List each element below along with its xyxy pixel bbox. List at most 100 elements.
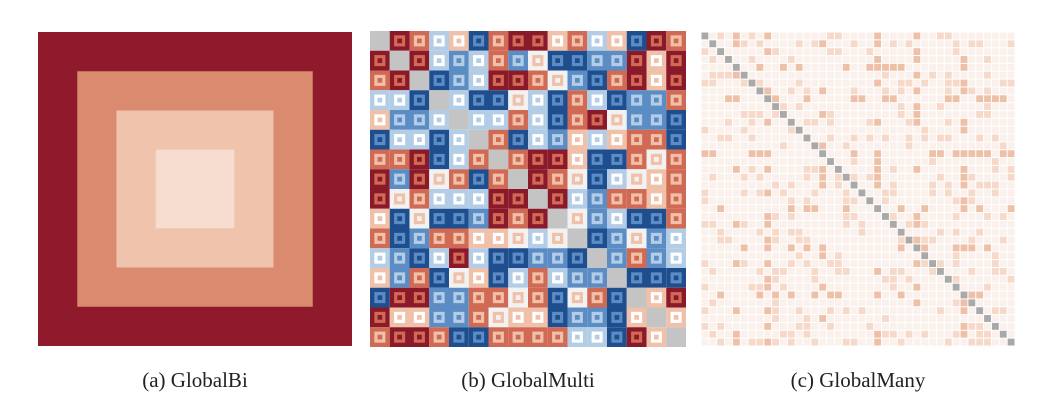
cell <box>811 173 819 181</box>
cell <box>850 40 858 48</box>
cell <box>991 307 999 315</box>
cell <box>795 252 803 260</box>
cell <box>960 244 968 252</box>
cell <box>772 118 779 126</box>
cell <box>850 79 858 87</box>
cell-core <box>397 315 402 320</box>
cell-core <box>417 38 422 44</box>
cell <box>889 197 897 205</box>
cell <box>889 32 897 40</box>
cell <box>717 213 725 220</box>
cell <box>866 252 874 260</box>
cell <box>858 126 866 134</box>
cell <box>1007 299 1015 307</box>
cell <box>803 299 811 307</box>
cell <box>811 87 819 95</box>
cell-core <box>456 196 462 202</box>
cell <box>913 150 921 158</box>
cell <box>748 48 756 56</box>
cell <box>897 283 905 291</box>
cell-core <box>436 196 442 202</box>
cell <box>803 158 811 165</box>
cell <box>827 252 834 260</box>
cell <box>725 244 732 252</box>
cell <box>944 173 952 181</box>
cell <box>984 236 991 244</box>
cell <box>991 275 999 283</box>
cell <box>756 63 764 71</box>
cell <box>921 213 929 220</box>
cell-core <box>436 176 442 182</box>
cell-core <box>614 58 620 63</box>
cell <box>913 228 921 236</box>
cell <box>882 268 889 275</box>
cell-diagonal <box>666 327 686 347</box>
cell <box>748 118 756 126</box>
cell <box>780 126 787 134</box>
cell <box>780 205 787 213</box>
caption-globalmulti: (b) GlobalMulti <box>461 368 595 392</box>
cell <box>803 79 811 87</box>
cell <box>764 63 772 71</box>
cell-core <box>417 236 422 241</box>
cell <box>952 189 960 197</box>
cell <box>968 189 976 197</box>
cell <box>968 63 976 71</box>
cell <box>717 338 725 346</box>
cell <box>952 330 960 338</box>
cell <box>889 126 897 134</box>
cell <box>952 111 960 118</box>
cell-core <box>555 255 560 261</box>
cell <box>772 165 779 173</box>
cell-core <box>614 334 620 340</box>
cell-core <box>417 117 422 123</box>
cell <box>960 220 968 228</box>
cell <box>709 315 717 322</box>
cell <box>725 291 732 299</box>
cell <box>780 220 787 228</box>
cell <box>795 291 803 299</box>
cell <box>709 56 717 63</box>
cell <box>913 79 921 87</box>
cell-core <box>476 38 481 44</box>
cell <box>944 158 952 165</box>
cell-core <box>535 236 541 241</box>
cell <box>944 244 952 252</box>
cell <box>732 181 740 189</box>
cell <box>803 260 811 267</box>
cell <box>937 299 944 307</box>
cell-core <box>377 176 383 182</box>
cell <box>850 307 858 315</box>
cell-core <box>496 216 501 221</box>
cell <box>842 299 850 307</box>
cell <box>764 291 772 299</box>
cell <box>740 299 748 307</box>
cell <box>858 95 866 103</box>
cell <box>913 236 921 244</box>
cell <box>874 260 882 267</box>
cell <box>701 79 709 87</box>
cell <box>850 111 858 118</box>
cell <box>882 283 889 291</box>
cell <box>866 165 874 173</box>
cell <box>905 205 913 213</box>
cell-core <box>436 216 442 221</box>
cell <box>984 134 991 142</box>
cell <box>999 236 1007 244</box>
cell <box>991 236 999 244</box>
cell <box>827 142 834 150</box>
cell <box>811 260 819 267</box>
cell <box>834 275 842 283</box>
cell-core <box>515 315 521 320</box>
cell <box>764 150 772 158</box>
cell <box>929 322 936 330</box>
cell-diagonal <box>905 236 913 244</box>
cell <box>787 142 795 150</box>
cell-core <box>377 78 383 83</box>
cell <box>811 307 819 315</box>
cell <box>991 79 999 87</box>
cell <box>701 95 709 103</box>
cell <box>1007 118 1015 126</box>
cell <box>819 126 827 134</box>
cell <box>889 291 897 299</box>
